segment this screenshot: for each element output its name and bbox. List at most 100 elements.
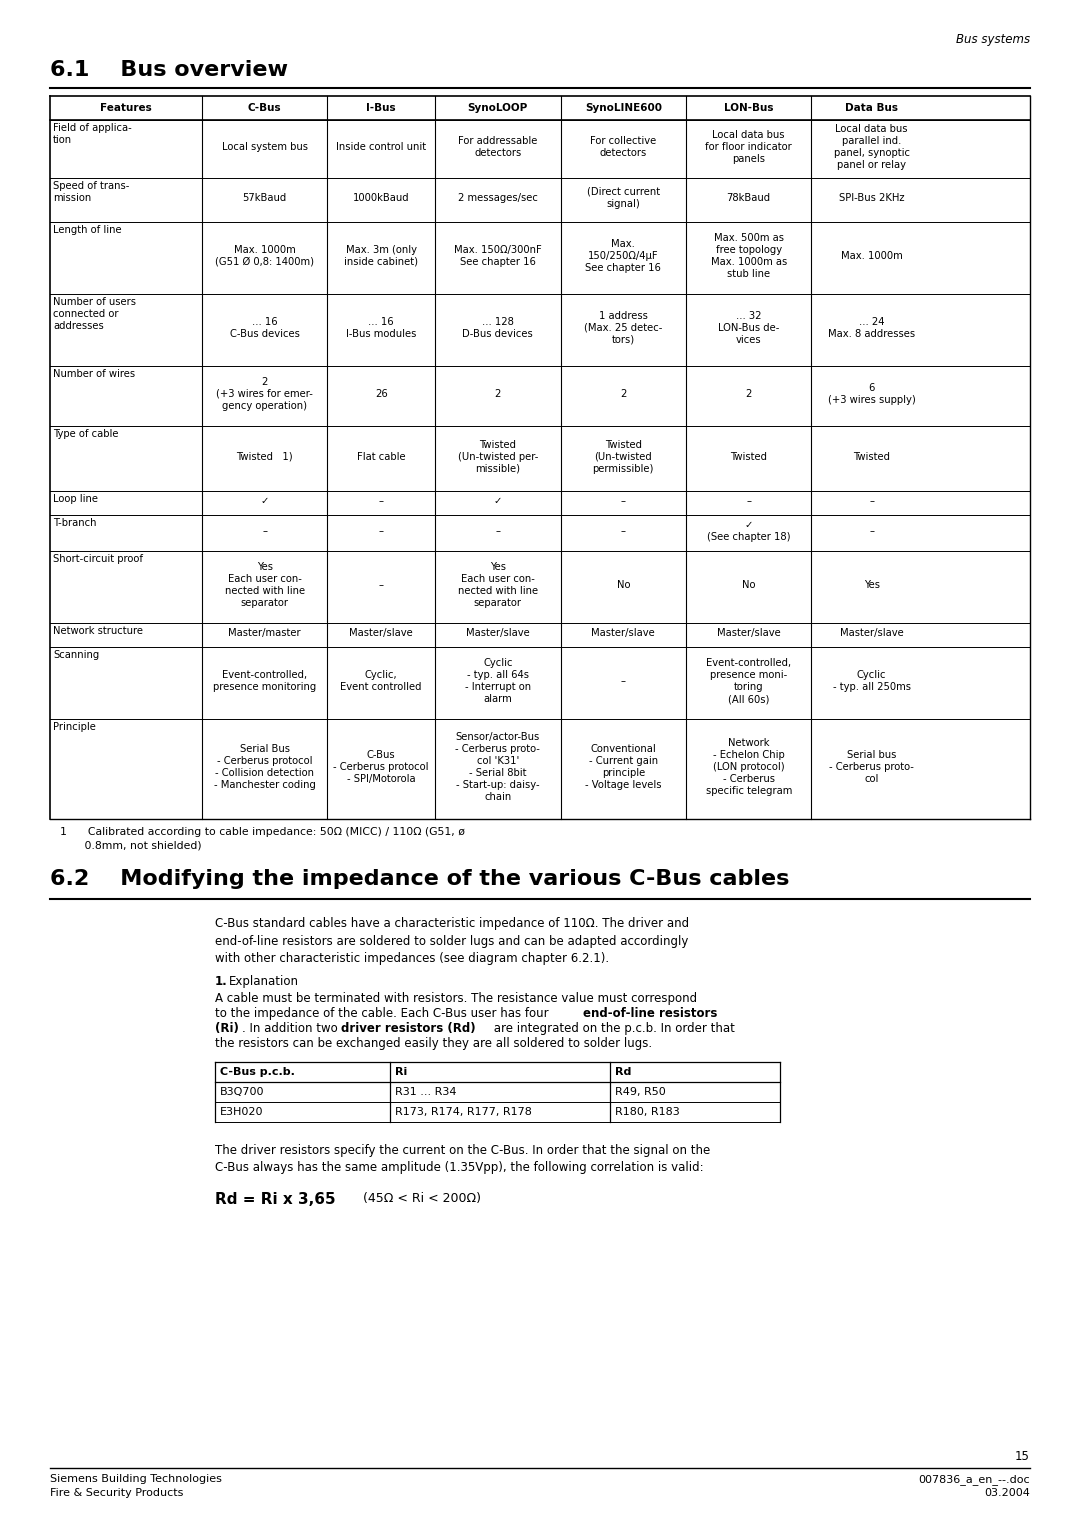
- Text: –: –: [621, 675, 625, 686]
- Text: R49, R50: R49, R50: [615, 1086, 665, 1097]
- Text: Inside control unit: Inside control unit: [336, 142, 427, 151]
- Text: Short-circuit proof: Short-circuit proof: [53, 555, 143, 564]
- Text: 2: 2: [620, 390, 626, 399]
- Text: Max.
150/250Ω/4μF
See chapter 16: Max. 150/250Ω/4μF See chapter 16: [585, 238, 661, 274]
- Text: ... 128
D-Bus devices: ... 128 D-Bus devices: [462, 316, 534, 339]
- Text: Data Bus: Data Bus: [846, 102, 899, 113]
- Text: Yes
Each user con-
nected with line
separator: Yes Each user con- nected with line sepa…: [458, 562, 538, 608]
- Text: Yes: Yes: [864, 581, 880, 590]
- Text: Network structure: Network structure: [53, 626, 143, 636]
- Text: Master/slave: Master/slave: [349, 628, 414, 639]
- Text: 1.: 1.: [215, 975, 228, 989]
- Text: Length of line: Length of line: [53, 225, 122, 235]
- Text: Event-controlled,
presence moni-
toring
(All 60s): Event-controlled, presence moni- toring …: [706, 659, 792, 704]
- Text: –: –: [869, 497, 874, 506]
- Text: Local data bus
parallel ind.
panel, synoptic
panel or relay: Local data bus parallel ind. panel, syno…: [834, 124, 909, 170]
- Text: Master/slave: Master/slave: [840, 628, 904, 639]
- Text: Master/master: Master/master: [228, 628, 301, 639]
- Text: R31 ... R34: R31 ... R34: [395, 1086, 457, 1097]
- Text: Loop line: Loop line: [53, 494, 98, 504]
- Text: 1      Calibrated according to cable impedance: 50Ω (MICC) / 110Ω (G51, ø: 1 Calibrated according to cable impedanc…: [60, 827, 465, 837]
- Text: –: –: [379, 526, 383, 536]
- Text: E3H020: E3H020: [220, 1106, 264, 1117]
- Text: Fire & Security Products: Fire & Security Products: [50, 1488, 184, 1497]
- Text: Max. 1000m: Max. 1000m: [841, 251, 903, 261]
- Text: Max. 3m (only
inside cabinet): Max. 3m (only inside cabinet): [345, 244, 418, 267]
- Text: T-branch: T-branch: [53, 518, 96, 529]
- Text: ✓: ✓: [494, 497, 502, 506]
- Text: Rd: Rd: [615, 1067, 632, 1077]
- Text: Serial Bus
- Cerberus protocol
- Collision detection
- Manchester coding: Serial Bus - Cerberus protocol - Collisi…: [214, 744, 315, 790]
- Text: Event-controlled,
presence monitoring: Event-controlled, presence monitoring: [213, 669, 316, 692]
- Text: ... 24
Max. 8 addresses: ... 24 Max. 8 addresses: [828, 316, 915, 339]
- Text: 0.8mm, not shielded): 0.8mm, not shielded): [60, 840, 202, 851]
- Text: Twisted
(Un-twisted
permissible): Twisted (Un-twisted permissible): [593, 440, 654, 474]
- Text: Cyclic
- typ. all 64s
- Interrupt on
alarm: Cyclic - typ. all 64s - Interrupt on ala…: [464, 659, 531, 704]
- Text: SynoLOOP: SynoLOOP: [468, 102, 528, 113]
- Text: Max. 1000m
(G51 Ø 0,8: 1400m): Max. 1000m (G51 Ø 0,8: 1400m): [215, 244, 314, 267]
- Text: 2 messages/sec: 2 messages/sec: [458, 193, 538, 203]
- Text: R180, R183: R180, R183: [615, 1106, 679, 1117]
- Text: 6.1    Bus overview: 6.1 Bus overview: [50, 60, 288, 79]
- Text: B3Q700: B3Q700: [220, 1086, 265, 1097]
- Text: (Direct current
signal): (Direct current signal): [586, 186, 660, 209]
- Text: Master/slave: Master/slave: [717, 628, 781, 639]
- Text: 57kBaud: 57kBaud: [243, 193, 287, 203]
- Text: Twisted   1): Twisted 1): [237, 451, 293, 461]
- Text: R173, R174, R177, R178: R173, R174, R177, R178: [395, 1106, 531, 1117]
- Text: No: No: [742, 581, 756, 590]
- Text: Bus systems: Bus systems: [956, 34, 1030, 46]
- Text: driver resistors (Rd): driver resistors (Rd): [341, 1022, 475, 1034]
- Text: Serial bus
- Cerberus proto-
col: Serial bus - Cerberus proto- col: [829, 750, 914, 784]
- Text: (Ri): (Ri): [215, 1022, 239, 1034]
- Text: –: –: [496, 526, 500, 536]
- Text: Local system bus: Local system bus: [221, 142, 308, 151]
- Text: Master/slave: Master/slave: [592, 628, 656, 639]
- Text: Type of cable: Type of cable: [53, 429, 119, 439]
- Text: Max. 150Ω/300nF
See chapter 16: Max. 150Ω/300nF See chapter 16: [454, 244, 542, 267]
- Text: Flat cable: Flat cable: [356, 451, 406, 461]
- Text: end-of-line resistors: end-of-line resistors: [583, 1007, 717, 1021]
- Text: The driver resistors specify the current on the C-Bus. In order that the signal : The driver resistors specify the current…: [215, 1144, 711, 1175]
- Text: Twisted: Twisted: [853, 451, 890, 461]
- Text: Cyclic,
Event controlled: Cyclic, Event controlled: [340, 669, 422, 692]
- Text: ✓: ✓: [260, 497, 269, 506]
- Text: Conventional
- Current gain
principle
- Voltage levels: Conventional - Current gain principle - …: [585, 744, 662, 790]
- Text: 1 address
(Max. 25 detec-
tors): 1 address (Max. 25 detec- tors): [584, 312, 662, 345]
- Text: 2: 2: [495, 390, 501, 399]
- Text: Ri: Ri: [395, 1067, 407, 1077]
- Text: Explanation: Explanation: [229, 975, 299, 989]
- Text: Local data bus
for floor indicator
panels: Local data bus for floor indicator panel…: [705, 130, 792, 163]
- Text: Number of wires: Number of wires: [53, 368, 135, 379]
- Text: Master/slave: Master/slave: [465, 628, 529, 639]
- Text: Number of users
connected or
addresses: Number of users connected or addresses: [53, 296, 136, 332]
- Text: I-Bus: I-Bus: [366, 102, 396, 113]
- Text: Cyclic
- typ. all 250ms: Cyclic - typ. all 250ms: [833, 669, 910, 692]
- Text: Field of applica-
tion: Field of applica- tion: [53, 122, 132, 145]
- Text: 2: 2: [745, 390, 752, 399]
- Text: ✓
(See chapter 18): ✓ (See chapter 18): [707, 520, 791, 542]
- Text: Twisted: Twisted: [730, 451, 767, 461]
- Text: SynoLINE600: SynoLINE600: [584, 102, 662, 113]
- Text: For collective
detectors: For collective detectors: [590, 136, 657, 157]
- Text: –: –: [621, 497, 625, 506]
- Text: No: No: [617, 581, 630, 590]
- Text: ... 16
C-Bus devices: ... 16 C-Bus devices: [230, 316, 299, 339]
- Text: C-Bus p.c.b.: C-Bus p.c.b.: [220, 1067, 295, 1077]
- Text: ... 32
LON-Bus de-
vices: ... 32 LON-Bus de- vices: [718, 312, 780, 345]
- Text: Sensor/actor-Bus
- Cerberus proto-
col 'K31'
- Serial 8bit
- Start-up: daisy-
ch: Sensor/actor-Bus - Cerberus proto- col '…: [456, 732, 540, 802]
- Text: Yes
Each user con-
nected with line
separator: Yes Each user con- nected with line sepa…: [225, 562, 305, 608]
- Text: A cable must be terminated with resistors. The resistance value must correspond: A cable must be terminated with resistor…: [215, 992, 697, 1005]
- Text: Scanning: Scanning: [53, 649, 99, 660]
- Text: (45Ω < Ri < 200Ω): (45Ω < Ri < 200Ω): [347, 1192, 481, 1206]
- Text: ... 16
I-Bus modules: ... 16 I-Bus modules: [346, 316, 417, 339]
- Text: –: –: [379, 581, 383, 590]
- Text: Rd = Ri x 3,65: Rd = Ri x 3,65: [215, 1192, 336, 1207]
- Text: C-Bus: C-Bus: [247, 102, 282, 113]
- Text: Features: Features: [100, 102, 152, 113]
- Text: 1000kBaud: 1000kBaud: [353, 193, 409, 203]
- Text: –: –: [869, 526, 874, 536]
- Text: the resistors can be exchanged easily they are all soldered to solder lugs.: the resistors can be exchanged easily th…: [215, 1038, 652, 1050]
- Text: Network
- Echelon Chip
(LON protocol)
- Cerberus
specific telegram: Network - Echelon Chip (LON protocol) - …: [705, 738, 792, 796]
- Text: C-Bus standard cables have a characteristic impedance of 110Ω. The driver and
en: C-Bus standard cables have a characteris…: [215, 917, 689, 966]
